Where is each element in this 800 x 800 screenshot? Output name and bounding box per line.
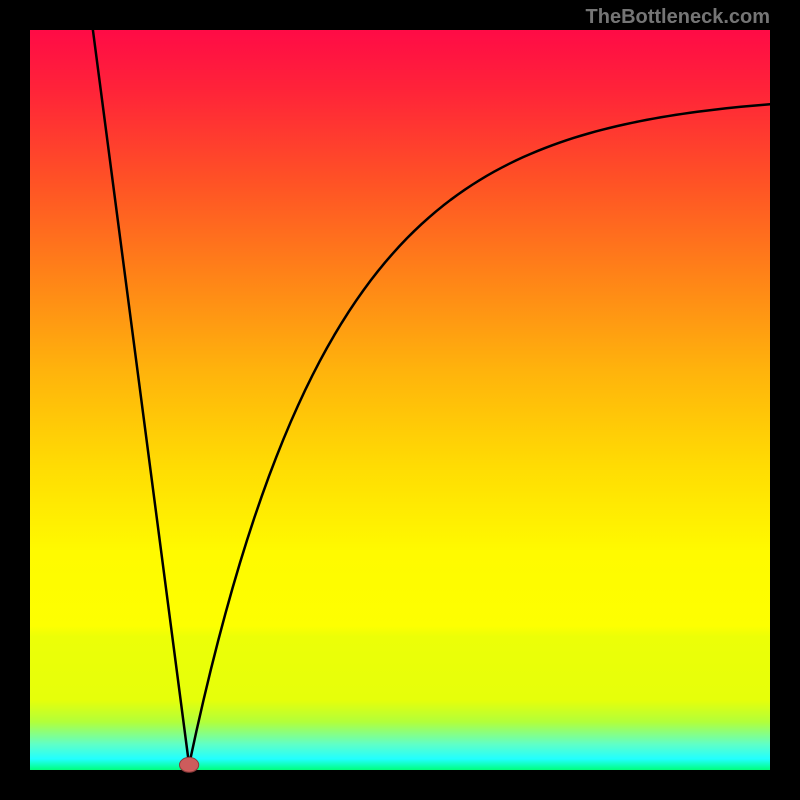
vertex-marker [179, 757, 198, 772]
plot-area [30, 30, 770, 770]
bottleneck-curve [93, 30, 770, 765]
chart-container: TheBottleneck.com [0, 0, 800, 800]
curve-layer [30, 30, 770, 770]
watermark-text: TheBottleneck.com [586, 6, 770, 29]
